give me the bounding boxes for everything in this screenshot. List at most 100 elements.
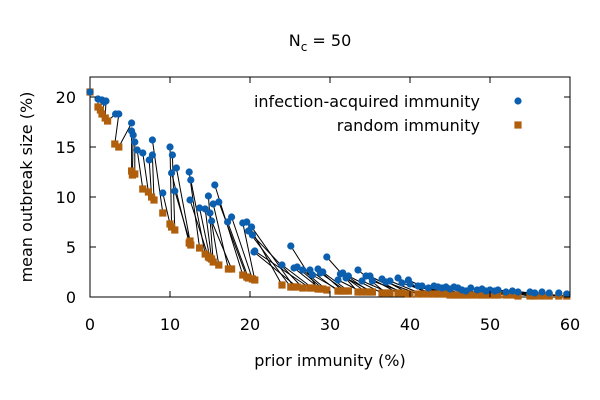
data-point-random — [378, 289, 386, 297]
title-subscript: c — [301, 40, 308, 54]
data-point-random — [454, 291, 462, 299]
data-point-random — [386, 289, 394, 297]
y-tick-label: 10 — [56, 188, 76, 207]
data-point-random — [131, 170, 139, 178]
data-point-random — [368, 288, 376, 296]
data-point-random — [196, 244, 204, 252]
data-point-infection-acquired — [248, 223, 256, 231]
data-point-random — [150, 196, 158, 204]
data-point-random — [239, 271, 247, 279]
data-point-random — [508, 291, 516, 299]
data-point-infection-acquired — [129, 131, 137, 139]
data-point-infection-acquired — [168, 151, 176, 159]
data-point-infection-acquired — [131, 138, 139, 146]
stem-line — [227, 221, 249, 279]
data-point-infection-acquired — [293, 263, 301, 271]
data-point-infection-acquired — [243, 218, 251, 226]
data-point-random — [278, 281, 286, 289]
data-point-random — [293, 283, 301, 291]
data-point-random — [414, 290, 422, 298]
data-point-infection-acquired — [159, 189, 167, 197]
data-point-infection-acquired — [424, 284, 432, 292]
data-point-random — [526, 292, 534, 300]
x-tick-label: 10 — [160, 315, 180, 334]
data-point-random — [354, 288, 362, 296]
data-point-infection-acquired — [531, 289, 539, 297]
data-point-random — [458, 291, 466, 299]
data-point-infection-acquired — [115, 110, 123, 118]
chart-title: Nc = 50 — [289, 31, 352, 54]
data-point-infection-acquired — [206, 209, 214, 217]
stem-line — [199, 207, 211, 259]
data-point-random — [418, 290, 426, 298]
stem-line — [151, 154, 155, 201]
stem-line — [169, 146, 173, 228]
data-point-infection-acquired — [545, 289, 553, 297]
stem-line — [242, 222, 256, 281]
data-point-random — [104, 117, 112, 125]
data-point-random — [446, 291, 454, 299]
x-tick-label: 40 — [400, 315, 420, 334]
title-prefix: N — [289, 31, 301, 50]
data-point-random — [344, 287, 352, 295]
data-point-infection-acquired — [467, 284, 475, 292]
data-point-random — [111, 140, 119, 148]
data-point-random — [251, 276, 259, 284]
data-point-random — [424, 290, 432, 298]
data-point-infection-acquired — [215, 198, 223, 206]
data-point-random — [319, 285, 327, 293]
stem-line — [190, 179, 206, 255]
data-point-infection-acquired — [166, 143, 174, 151]
stem-line — [204, 208, 213, 260]
data-point-random — [186, 237, 194, 245]
data-point-random — [394, 289, 402, 297]
data-point-infection-acquired — [139, 149, 147, 157]
data-point-infection-acquired — [323, 253, 331, 261]
data-point-random — [299, 284, 307, 292]
data-point-random — [494, 291, 502, 299]
data-point-infection-acquired — [418, 282, 426, 290]
stem-line — [189, 199, 209, 258]
data-point-random — [98, 110, 106, 118]
data-point-infection-acquired — [406, 280, 414, 288]
x-tick-label: 60 — [560, 315, 580, 334]
data-point-random — [209, 258, 217, 266]
data-point-random — [382, 289, 390, 297]
data-point-infection-acquired — [398, 279, 406, 287]
data-point-infection-acquired — [102, 97, 110, 105]
data-point-infection-acquired — [494, 286, 502, 294]
data-point-random — [323, 286, 331, 294]
data-point-infection-acquired — [133, 146, 141, 154]
legend-marker-random — [514, 121, 522, 129]
stem-line — [211, 220, 233, 270]
data-point-random — [358, 288, 366, 296]
data-point-random — [438, 290, 446, 298]
stem-line — [254, 250, 311, 289]
data-point-infection-acquired — [185, 168, 193, 176]
stem-line — [188, 171, 201, 249]
y-tick-label: 15 — [56, 138, 76, 157]
data-point-infection-acquired — [148, 136, 156, 144]
data-point-random — [442, 290, 450, 298]
data-point-random — [462, 291, 470, 299]
data-markers — [86, 88, 571, 300]
data-point-infection-acquired — [187, 176, 195, 184]
data-point-infection-acquired — [394, 274, 402, 282]
data-point-infection-acquired — [208, 217, 216, 225]
data-point-infection-acquired — [319, 268, 327, 276]
stem-line — [231, 216, 253, 280]
data-point-infection-acquired — [344, 272, 352, 280]
stem-line — [162, 192, 171, 225]
data-point-infection-acquired — [171, 187, 179, 195]
data-point-random — [244, 274, 252, 282]
data-point-infection-acquired — [308, 271, 316, 279]
stem-line — [281, 264, 313, 289]
data-point-infection-acquired — [278, 261, 286, 269]
legend-marker-circle — [514, 97, 522, 105]
data-point-infection-acquired — [287, 242, 295, 250]
legend-marker-infection-acquired — [514, 97, 522, 105]
data-point-random — [362, 288, 370, 296]
legend: infection-acquired immunity random immun… — [254, 92, 522, 135]
